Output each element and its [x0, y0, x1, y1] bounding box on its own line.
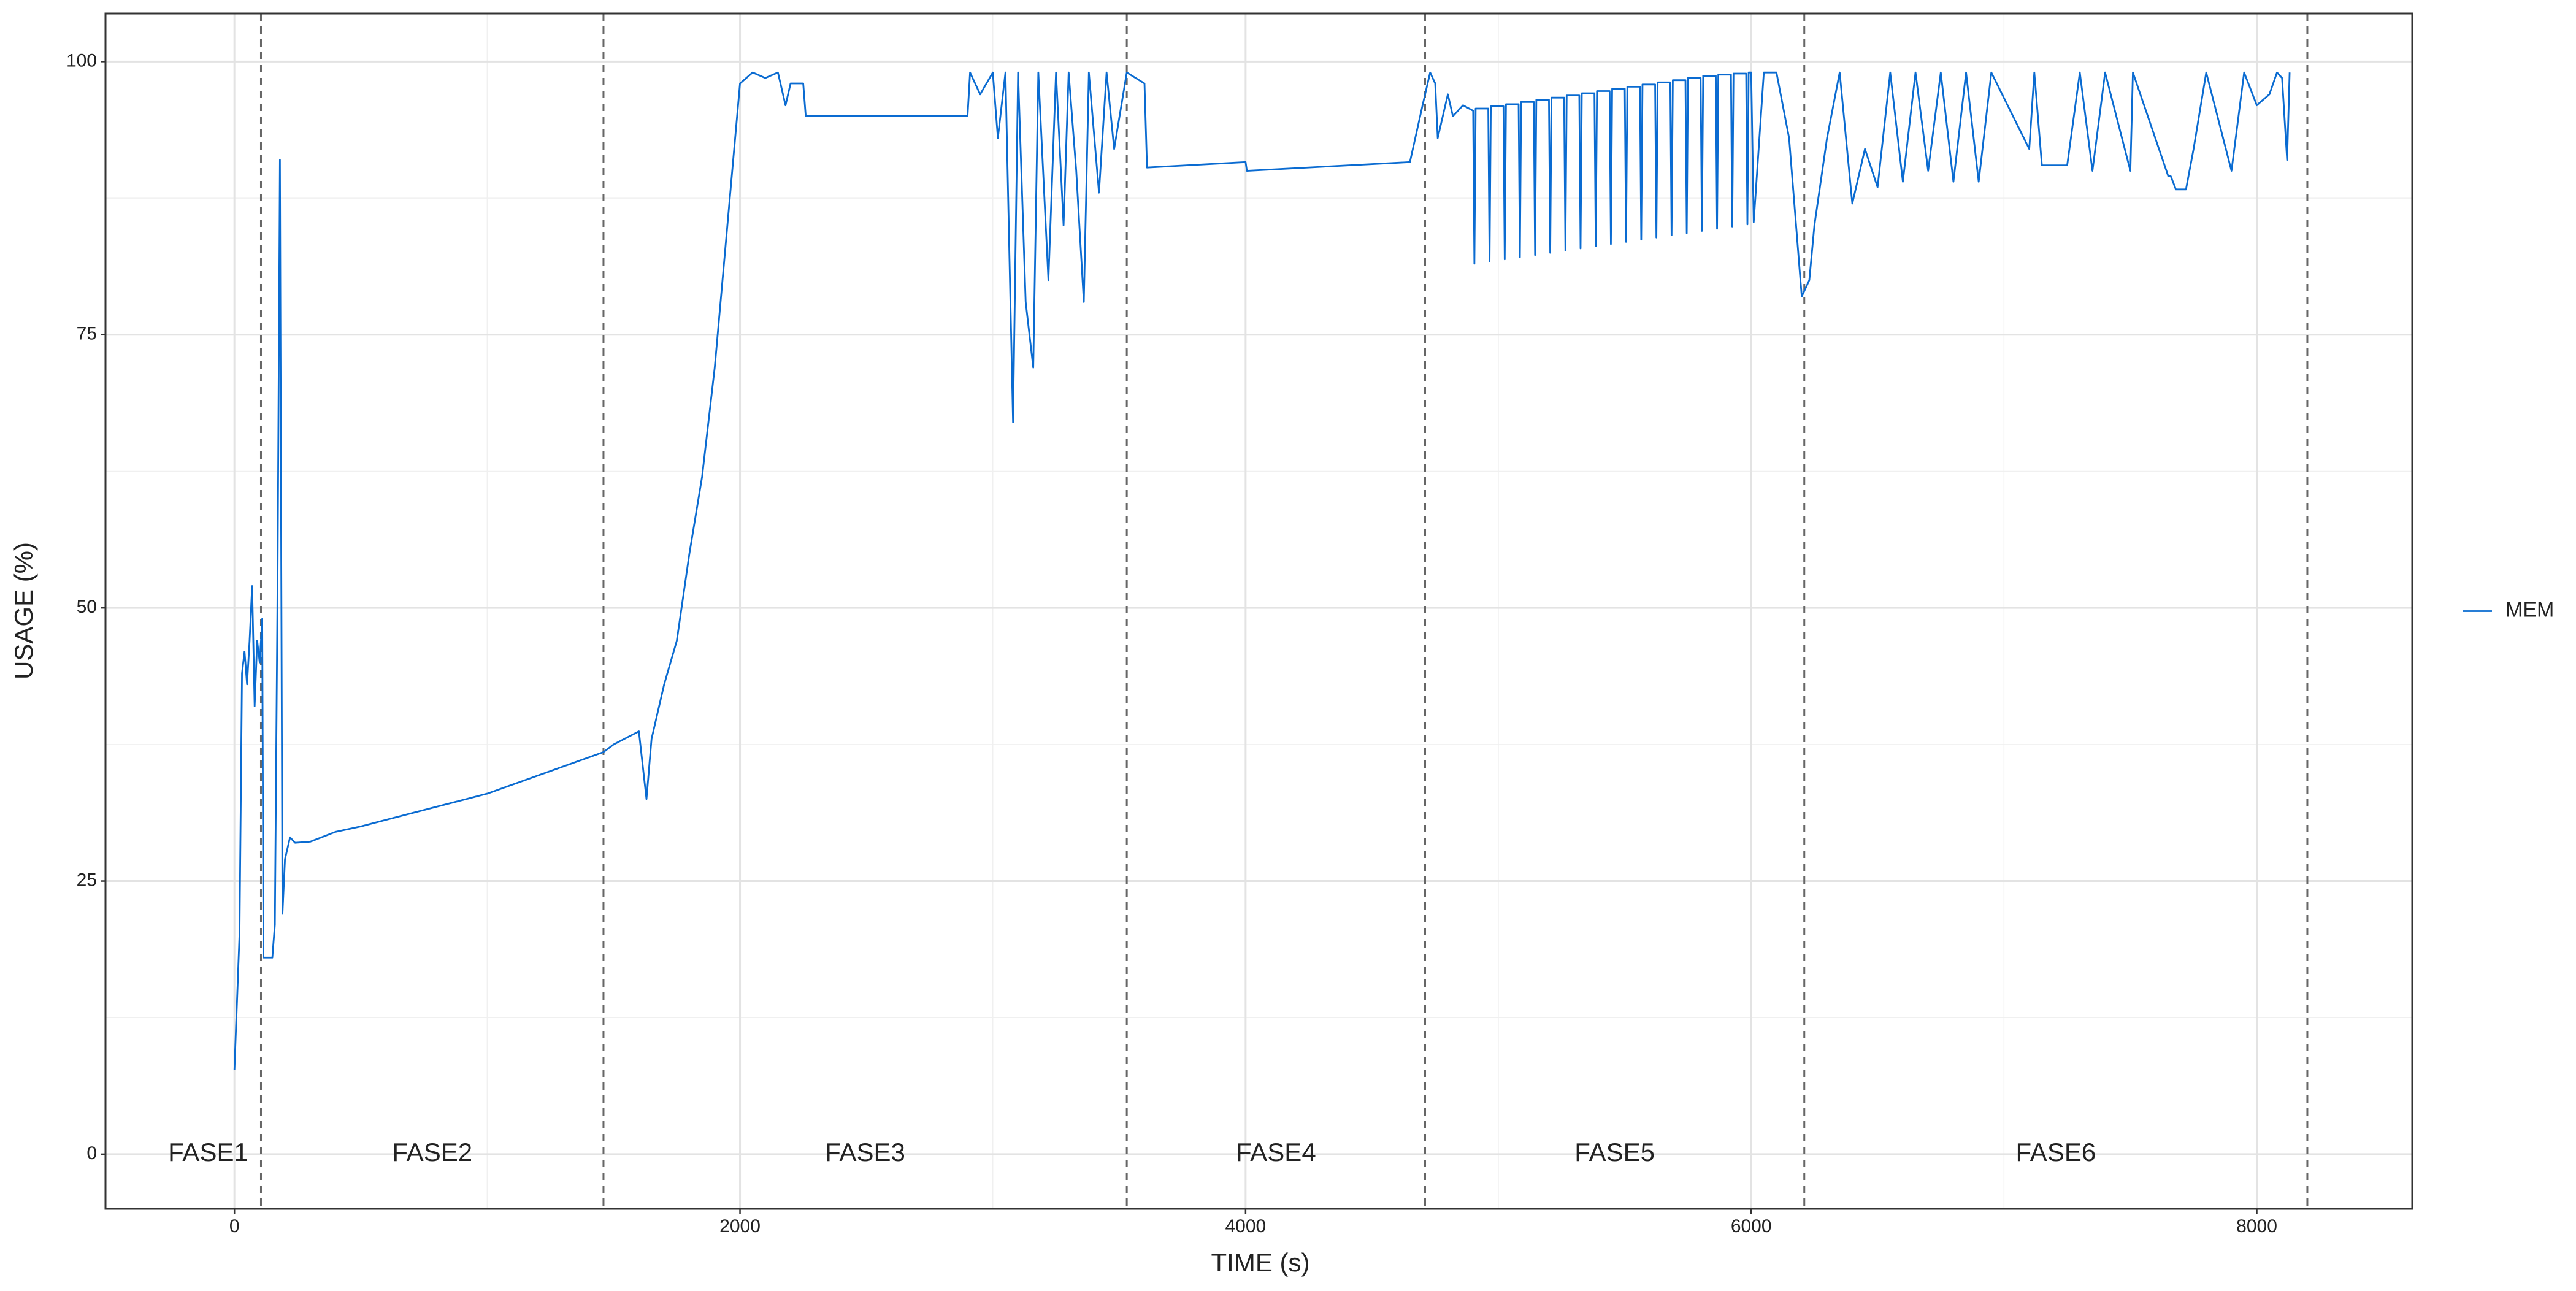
phase-label: FASE4 [1236, 1138, 1316, 1166]
phase-label: FASE6 [2015, 1138, 2096, 1166]
phase-label: FASE2 [392, 1138, 472, 1166]
legend-label: MEM [2505, 598, 2554, 621]
plot-background [105, 13, 2412, 1209]
data-line [233, 71, 2291, 1070]
phase-label: FASE3 [825, 1138, 905, 1166]
y-tick-label: 50 [77, 597, 97, 617]
x-axis-title: TIME (s) [1211, 1248, 1310, 1277]
x-tick-label: 4000 [1225, 1216, 1266, 1236]
x-tick-label: 8000 [2236, 1216, 2277, 1236]
x-tick-label: 6000 [1731, 1216, 1772, 1236]
y-axis-title: USAGE (%) [9, 542, 38, 680]
y-tick-label: 75 [77, 324, 97, 344]
y-tick-label: 25 [77, 870, 97, 890]
plot-border [104, 12, 2413, 1210]
y-tick-label: 0 [86, 1143, 97, 1163]
x-tick-label: 0 [229, 1216, 240, 1236]
y-tick-label: 100 [66, 50, 97, 71]
phase-label: FASE1 [168, 1138, 248, 1166]
phase-label: FASE5 [1574, 1138, 1655, 1166]
x-tick-label: 2000 [719, 1216, 761, 1236]
